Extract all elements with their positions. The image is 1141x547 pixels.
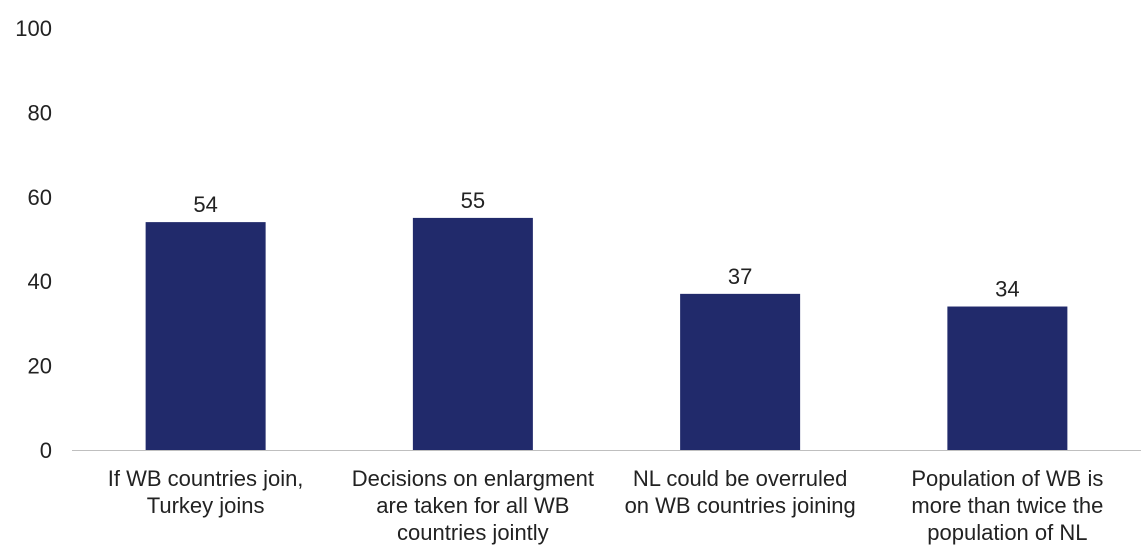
data-label-4: 34 bbox=[995, 277, 1019, 302]
bar-2 bbox=[412, 217, 533, 450]
x-category-label-line: on WB countries joining bbox=[625, 493, 856, 518]
x-category-label-2: Decisions on enlargment are taken for all… bbox=[352, 466, 594, 545]
x-category-label-line: population of NL bbox=[927, 520, 1087, 545]
y-tick-label-20: 20 bbox=[28, 354, 52, 379]
x-category-label-line: Population of WB is bbox=[911, 466, 1103, 491]
x-category-label-line: countries jointly bbox=[397, 520, 549, 545]
data-labels: 54 55 37 34 bbox=[193, 188, 1019, 302]
x-category-label-line: If WB countries join, bbox=[108, 466, 304, 491]
bar-4 bbox=[947, 306, 1068, 450]
y-tick-label-80: 80 bbox=[28, 100, 52, 125]
x-category-label-line: Turkey joins bbox=[147, 493, 265, 518]
x-category-label-3: NL could be overruled on WB countries joi… bbox=[625, 466, 856, 518]
bar-3 bbox=[680, 293, 801, 450]
x-category-label-line: NL could be overruled bbox=[633, 466, 847, 491]
data-label-1: 54 bbox=[193, 192, 217, 217]
bars bbox=[145, 217, 1068, 450]
x-category-label-line: more than twice the bbox=[911, 493, 1103, 518]
y-tick-label-60: 60 bbox=[28, 185, 52, 210]
x-axis: If WB countries join, Turkey joins Decisio… bbox=[108, 466, 1104, 545]
x-category-label-line: are taken for all WB bbox=[376, 493, 569, 518]
data-label-2: 55 bbox=[461, 188, 485, 213]
x-category-label-line: Decisions on enlargment bbox=[352, 466, 594, 491]
data-label-3: 37 bbox=[728, 264, 752, 289]
y-tick-label-0: 0 bbox=[40, 438, 52, 463]
y-axis: 0 20 40 60 80 100 bbox=[15, 16, 52, 463]
y-tick-label-100: 100 bbox=[15, 16, 52, 41]
bar-1 bbox=[145, 222, 266, 450]
x-category-label-4: Population of WB is more than twice the po… bbox=[911, 466, 1103, 545]
y-tick-label-40: 40 bbox=[28, 269, 52, 294]
x-category-label-1: If WB countries join, Turkey joins bbox=[108, 466, 304, 518]
